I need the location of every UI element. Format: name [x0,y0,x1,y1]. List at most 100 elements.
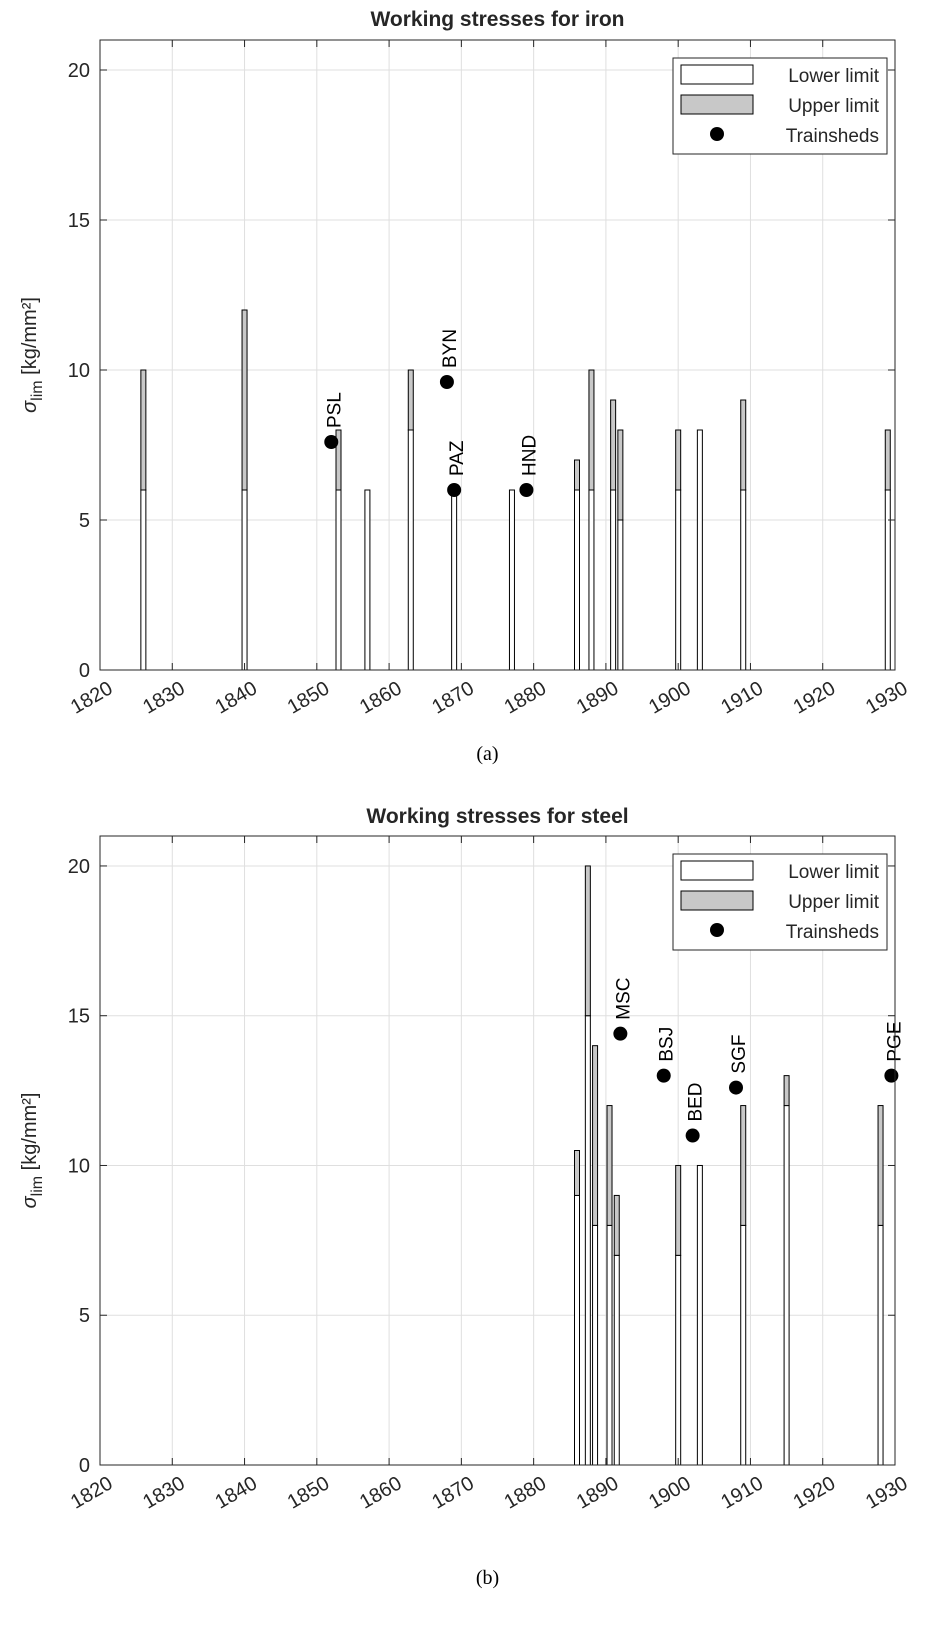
bar-upper-limit [613,1194,620,1256]
legend-entry: Upper limit [788,96,880,117]
x-tick-label: 1920 [790,1472,840,1513]
y-axis-label: σlim [kg/mm²] [19,297,46,413]
legend-entry: Trainsheds [786,922,879,943]
y-tick-label: 20 [68,856,90,878]
bar-lower-limit [613,1254,620,1466]
bar-upper-limit [675,429,682,491]
y-tick-label: 5 [79,1305,90,1327]
bar-lower-limit [675,1254,682,1466]
bar-lower-limit [364,489,371,671]
bar-lower-limit [407,429,414,671]
legend-swatch-upper [680,94,754,115]
trainshed-marker [613,1026,628,1041]
trainshed-label: BED [686,1082,707,1121]
bar-lower-limit [592,1224,599,1466]
bar-upper-limit [588,369,595,491]
x-tick-label: 1930 [862,1472,912,1513]
plot-frame [99,39,896,671]
trainshed-marker [519,483,534,497]
y-tick-label: 20 [68,60,90,82]
legend-entry: Trainsheds [786,126,879,147]
bar-lower-limit [617,519,624,671]
x-tick-label: 1820 [67,677,117,718]
bar-lower-limit [574,489,580,671]
x-tick-label: 1840 [212,1472,262,1513]
x-tick-label: 1830 [139,1472,189,1513]
bar-lower-limit [884,489,891,671]
bar-lower-limit [574,1194,580,1466]
bar-upper-limit [877,1105,884,1226]
x-tick-label: 1900 [645,1472,695,1513]
bar-upper-limit [675,1164,682,1256]
legend-entry: Upper limit [788,892,880,913]
trainshed-marker [656,1068,671,1083]
trainshed-label: SGF [729,1035,750,1074]
x-tick-label: 1840 [212,677,262,718]
trainshed-marker [447,483,462,497]
legend-swatch-lower [680,860,754,881]
chart-title: Working stresses for iron [370,8,624,31]
chart-title: Working stresses for steel [366,805,628,828]
bar-upper-limit [241,309,248,491]
trainshed-marker [685,1128,700,1143]
x-tick-label: 1910 [717,677,767,718]
bar-lower-limit [588,489,595,671]
trainshed-label: PAZ [447,440,468,476]
trainshed-label: BSJ [657,1027,678,1062]
trainshed-marker [884,1068,899,1083]
legend-entry: Lower limit [788,862,880,883]
trainshed-marker [729,1080,743,1095]
x-tick-label: 1880 [501,677,551,718]
bar-lower-limit [241,489,248,671]
y-tick-label: 15 [68,210,90,232]
legend-entry: Lower limit [788,66,880,87]
bar-lower-limit [584,1015,591,1466]
legend-marker-trainsheds [710,923,724,937]
x-tick-label: 1880 [501,1472,551,1513]
bar-upper-limit [740,399,747,491]
x-tick-label: 1890 [573,1472,623,1513]
x-tick-label: 1890 [573,677,623,718]
y-tick-label: 5 [79,510,90,532]
x-tick-label: 1870 [428,677,478,718]
y-axis-label-subscript: lim [29,380,46,400]
trainshed-label: MSC [613,977,634,1019]
y-tick-label: 15 [68,1006,90,1028]
bar-lower-limit [783,1105,790,1466]
legend: Lower limit Upper limit Trainsheds [672,853,888,951]
bar-lower-limit [508,489,515,671]
bar-lower-limit [675,489,682,671]
chart-panel-iron: PSL BYN PAZ HND 1820 1830 1840 1850 1860 1870 1880… [19,8,912,765]
y-tick-label: 10 [68,360,90,382]
trainshed-marker [439,375,454,389]
trainshed-label: BYN [440,329,461,368]
x-tick-label: 1860 [356,677,406,718]
x-tick-label: 1870 [428,1472,478,1513]
trainshed-label: PSL [324,392,345,428]
y-tick-label: 0 [79,1455,90,1477]
bar-upper-limit [335,429,342,491]
panel-caption: (b) [476,1567,499,1589]
bar-lower-limit [606,1224,613,1466]
legend-marker-trainsheds [710,127,724,141]
bar-lower-limit [696,1164,703,1466]
bar-upper-limit [140,369,147,491]
bar-upper-limit [574,1150,580,1196]
bar-upper-limit [740,1105,747,1226]
y-axis-label: σlim [kg/mm²] [19,1093,46,1209]
bar-lower-limit [335,489,342,671]
trainshed-marker [324,435,339,449]
bar-lower-limit [610,489,617,671]
bar-upper-limit [783,1075,790,1107]
bar-upper-limit [606,1105,613,1226]
bar-lower-limit [140,489,147,671]
bar-upper-limit [610,399,617,491]
trainshed-label: HND [519,435,540,476]
x-tick-label: 1850 [284,677,334,718]
bar-upper-limit [617,429,624,521]
legend-swatch-lower [680,64,754,85]
x-tick-label: 1860 [356,1472,406,1513]
bar-upper-limit [574,459,580,491]
